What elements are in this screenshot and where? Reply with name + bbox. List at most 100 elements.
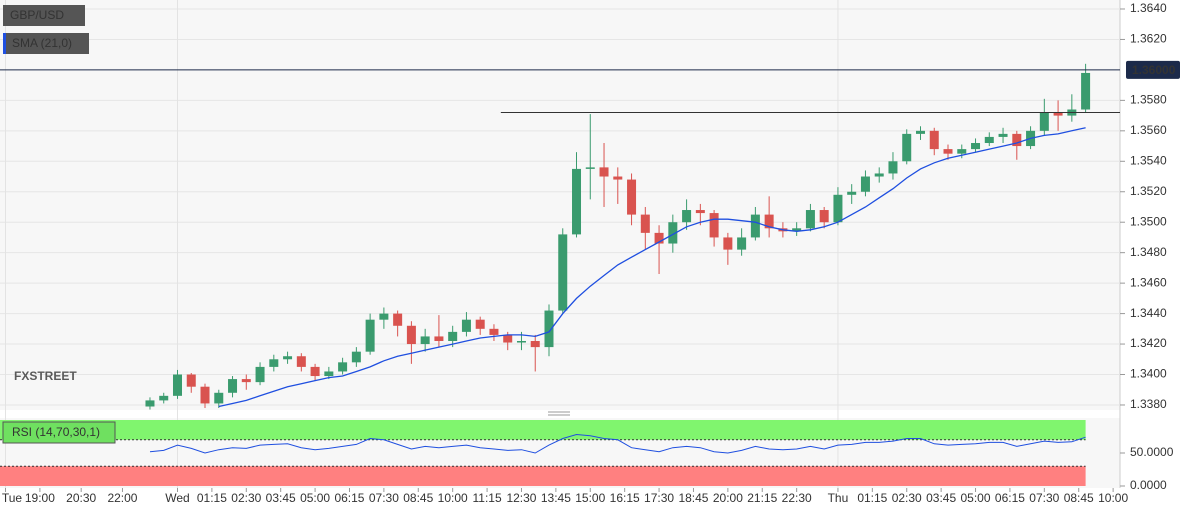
candle-body: [613, 176, 623, 180]
x-tick-label: 20:30: [66, 491, 96, 505]
candle-body: [943, 149, 953, 154]
y-tick-label: 1.3500: [1130, 214, 1167, 228]
x-tick-label: 15:00: [575, 491, 605, 505]
candle-body: [200, 386, 210, 404]
y-tick-label: 50.0000: [1130, 445, 1174, 459]
candle-body: [847, 191, 857, 195]
candle-body: [448, 331, 458, 342]
legend-swatch: [3, 33, 6, 54]
x-tick-label: 03:45: [266, 491, 296, 505]
y-tick-label: 1.3520: [1130, 184, 1167, 198]
candle-body: [393, 313, 403, 326]
y-tick-label: 0.0000: [1130, 478, 1167, 492]
legend-box: [3, 5, 85, 26]
candle-body: [599, 167, 609, 177]
x-tick-label: 22:30: [782, 491, 812, 505]
candle-body: [723, 237, 733, 250]
candle-body: [929, 130, 939, 150]
plot-bg: [0, 0, 1120, 410]
candle-body: [324, 371, 334, 377]
overbought-band: [0, 420, 1086, 440]
oversold-band: [0, 466, 1086, 486]
candle-body: [957, 149, 967, 154]
candle-body: [984, 136, 994, 144]
candle-body: [283, 356, 293, 360]
candle-body: [874, 173, 884, 177]
candle-body: [750, 214, 760, 238]
x-tick-label: 08:45: [403, 491, 433, 505]
candle-body: [1081, 72, 1091, 110]
y-tick-label: 1.3640: [1130, 1, 1167, 15]
x-tick-label: 22:00: [107, 491, 137, 505]
current-price-label: 1.36000: [1132, 63, 1176, 77]
candle-body: [172, 374, 182, 396]
candle-body: [269, 359, 279, 367]
candle-body: [338, 362, 348, 372]
candle-body: [558, 234, 568, 311]
candle-body: [585, 167, 595, 169]
candle-body: [241, 379, 251, 383]
y-tick-label: 1.3480: [1130, 245, 1167, 259]
candle-body: [475, 319, 485, 329]
candle-body: [503, 334, 513, 343]
candle-body: [214, 392, 224, 404]
candle-body: [186, 374, 196, 387]
x-tick-label: 05:00: [961, 491, 991, 505]
rsi-line: [149, 433, 1086, 454]
y-tick-label: 1.3420: [1130, 336, 1167, 350]
candle-body: [420, 336, 430, 345]
x-tick-label: 18:45: [678, 491, 708, 505]
candle-body: [544, 310, 554, 348]
candle-body: [860, 176, 870, 192]
candle-body: [709, 213, 719, 238]
x-tick-label: 06:15: [995, 491, 1025, 505]
x-tick-label: 08:45: [1064, 491, 1094, 505]
candle-body: [255, 366, 265, 383]
y-tick-label: 1.3560: [1130, 123, 1167, 137]
y-tick-label: 1.3440: [1130, 306, 1167, 320]
x-tick-label: Wed: [165, 491, 189, 505]
y-tick-label: 1.3580: [1130, 93, 1167, 107]
x-tick-label: 21:15: [747, 491, 777, 505]
candle-body: [627, 179, 637, 215]
candle-body: [159, 395, 169, 401]
candle-body: [434, 336, 444, 342]
candle-body: [833, 194, 843, 223]
candle-body: [461, 319, 471, 332]
candle-body: [902, 133, 912, 162]
candle-body: [998, 133, 1008, 137]
x-tick-label: 07:30: [1029, 491, 1059, 505]
x-tick-label: 06:15: [334, 491, 364, 505]
x-tick-label: 01:15: [857, 491, 887, 505]
candle-body: [695, 210, 705, 214]
x-tick-label: 13:45: [541, 491, 571, 505]
candle-body: [1039, 112, 1049, 131]
legend-label: GBP/USD: [10, 8, 64, 22]
candle-body: [682, 210, 692, 223]
y-tick-label: 1.3620: [1130, 32, 1167, 46]
x-tick-label: Thu: [828, 491, 849, 505]
x-tick-label: 02:30: [892, 491, 922, 505]
x-tick-label: 05:00: [300, 491, 330, 505]
candle-body: [737, 237, 747, 250]
candle-body: [310, 366, 320, 377]
x-tick-label: 17:30: [644, 491, 674, 505]
x-tick-label: 11:15: [473, 491, 502, 505]
candle-body: [668, 222, 678, 244]
candle-body: [516, 341, 526, 343]
candle-body: [572, 168, 582, 235]
candle-body: [489, 328, 499, 335]
x-tick-label: Tue: [2, 491, 23, 505]
legend-box: [3, 33, 89, 54]
x-tick-label: 20:00: [713, 491, 743, 505]
x-tick-label: 02:30: [231, 491, 261, 505]
candle-body: [888, 161, 898, 174]
candle-body: [228, 379, 238, 393]
candle-body: [915, 130, 925, 134]
x-tick-label: 12:30: [506, 491, 536, 505]
x-tick-label: 10:00: [438, 491, 468, 505]
x-tick-label: 10:00: [1098, 491, 1128, 505]
y-tick-label: 1.3460: [1130, 275, 1167, 289]
candle-body: [819, 210, 829, 223]
